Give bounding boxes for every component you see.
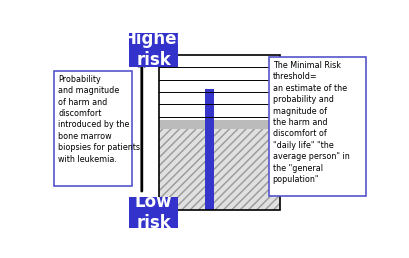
Bar	[159, 55, 279, 210]
Bar	[129, 197, 178, 228]
Bar	[159, 129, 279, 210]
Text: Low
risk: Low risk	[135, 193, 172, 232]
Text: Higher
risk: Higher risk	[122, 30, 184, 69]
Bar	[268, 57, 365, 196]
Text: The Minimal Risk
threshold=
an estimate of the
probability and
magnitude of
the : The Minimal Risk threshold= an estimate …	[272, 61, 348, 184]
Text: Probability
and magnitude
of harm and
discomfort
introduced by the
bone marrow
b: Probability and magnitude of harm and di…	[58, 75, 140, 164]
Bar	[159, 120, 279, 129]
Bar	[54, 71, 132, 186]
Bar	[204, 89, 213, 210]
Bar	[129, 33, 178, 67]
